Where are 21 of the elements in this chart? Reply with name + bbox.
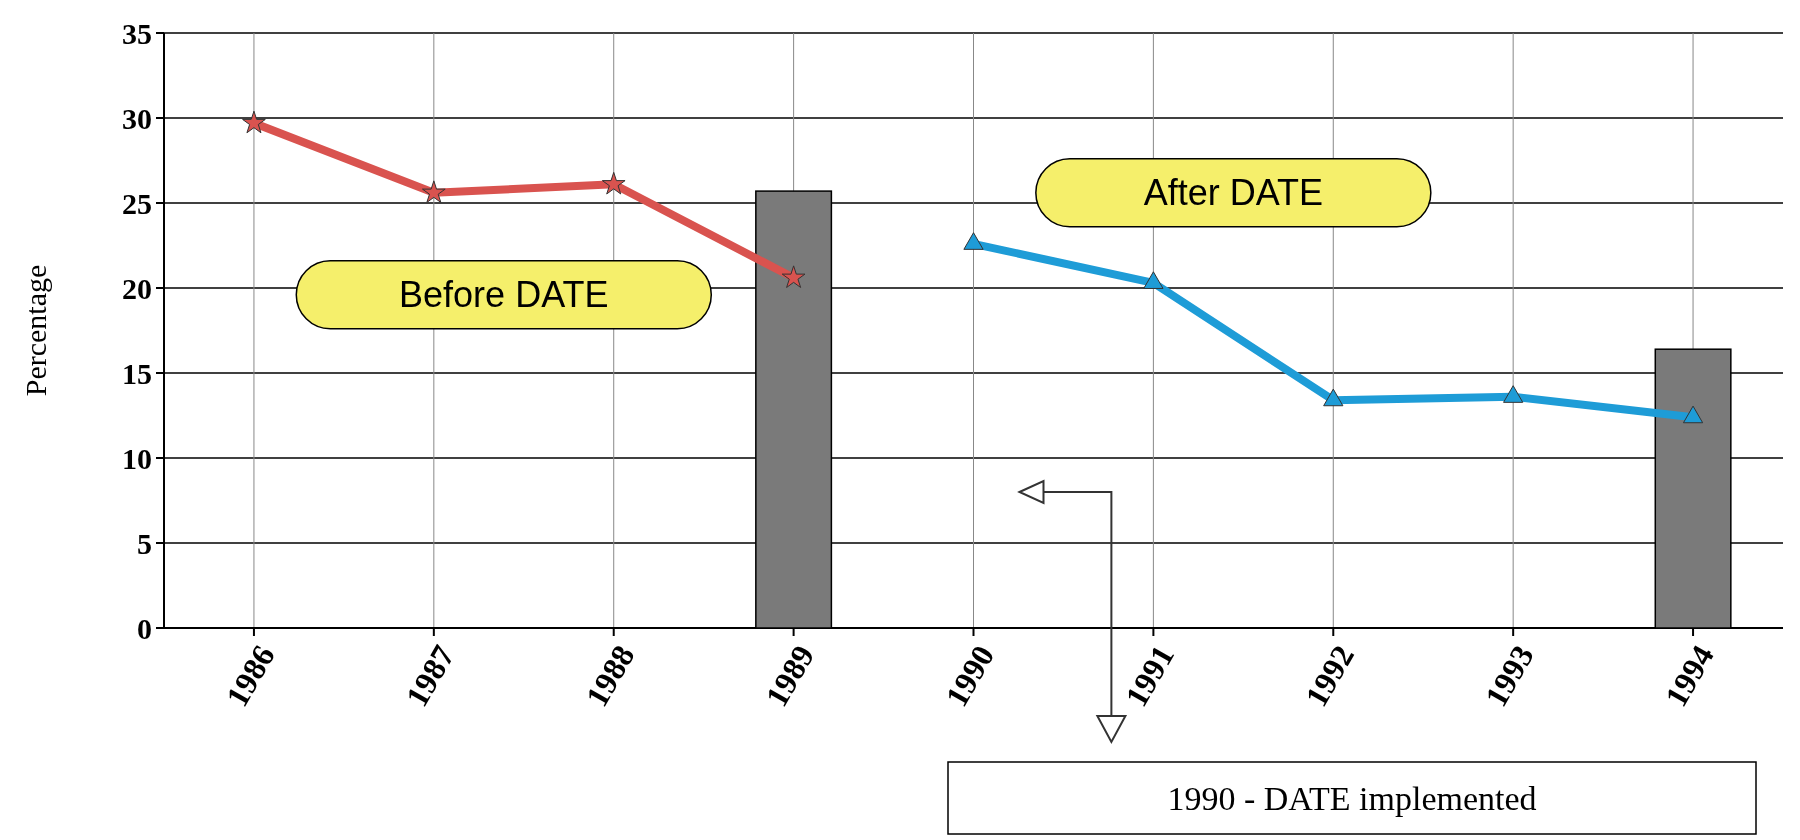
y-tick-label: 15 [122,356,152,390]
annotation: After DATE [1143,172,1324,214]
point [781,265,806,288]
y-tick-label: 10 [122,441,152,475]
text: 1990 - DATE implemented [1167,779,1537,817]
y-tick-label: 20 [122,271,152,305]
y-tick-label: 5 [137,526,152,560]
y-axis-title: Percentage [19,264,52,397]
point [1503,385,1524,403]
point [1682,405,1704,424]
point [242,110,266,134]
point [1323,388,1344,407]
y-tick-label: 0 [137,611,152,645]
y-tick-label: 30 [122,101,152,135]
y-tick-label: 35 [122,16,152,50]
y-tick-label: 25 [122,186,152,220]
point [601,171,626,195]
point [963,232,984,250]
point [1143,271,1164,289]
annotation: Before DATE [399,274,609,316]
point [421,180,446,203]
